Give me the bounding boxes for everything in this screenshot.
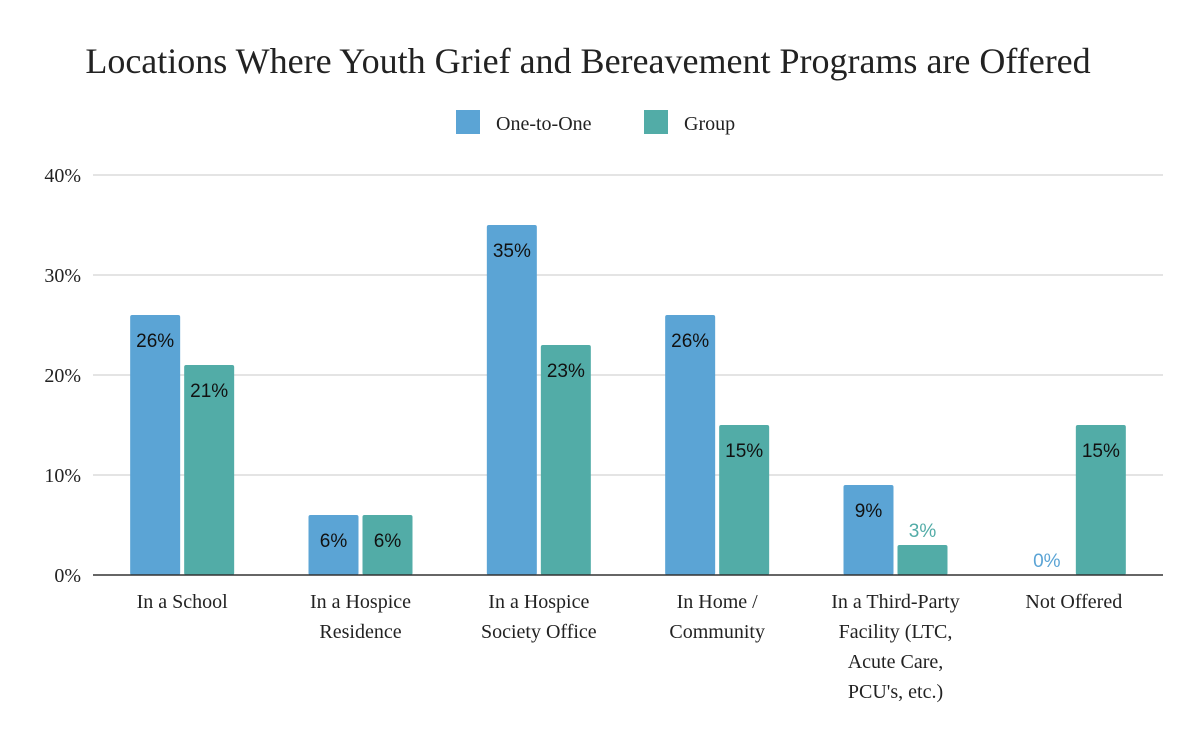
y-tick-label-2: 20%: [44, 365, 81, 387]
bar-0-3: [665, 315, 716, 575]
data-label-1-4: 3%: [909, 521, 937, 542]
data-labels: 26% 21% 6% 6% 35% 23% 26% 15% 9% 3% 0% 15%: [136, 241, 1120, 572]
bar-1-0: [184, 365, 235, 575]
x-tick-label-4-2: Acute Care,: [848, 651, 944, 673]
y-tick-label-0: 0%: [54, 565, 81, 587]
data-label-0-0: 26%: [136, 331, 174, 352]
x-tick-label-4-1: Facility (LTC,: [839, 621, 953, 643]
x-tick-label-4-0: In a Third-Party: [831, 591, 960, 613]
x-tick-label-1-1: Residence: [319, 621, 401, 643]
data-label-1-0: 21%: [190, 381, 228, 402]
bar-0-4: [843, 485, 894, 575]
bar-0-0: [130, 315, 181, 575]
x-tick-label-4-3: PCU's, etc.): [848, 681, 943, 703]
data-label-0-5: 0%: [1033, 551, 1061, 572]
data-label-1-3: 15%: [725, 441, 763, 462]
data-label-0-3: 26%: [671, 331, 709, 352]
x-tick-label-5-0: Not Offered: [1025, 591, 1122, 613]
data-label-0-1: 6%: [320, 531, 348, 552]
x-tick-label-1-0: In a Hospice: [310, 591, 411, 613]
legend-label-1: Group: [684, 113, 735, 135]
gridlines: [93, 174, 1163, 476]
bar-1-1: [362, 515, 413, 575]
legend: One-to-One Group: [456, 110, 735, 135]
y-tick-label-1: 10%: [44, 465, 81, 487]
data-label-1-5: 15%: [1082, 441, 1120, 462]
bar-0-1: [308, 515, 359, 575]
legend-label-0: One-to-One: [496, 113, 592, 135]
bar-1-5: [1075, 425, 1126, 575]
y-axis-tick-labels: 0% 10% 20% 30% 40%: [44, 165, 81, 587]
bars: [130, 225, 1126, 575]
data-label-0-2: 35%: [493, 241, 531, 262]
bar-1-2: [540, 345, 591, 575]
y-tick-label-4: 40%: [44, 165, 81, 187]
data-label-0-4: 9%: [855, 501, 883, 522]
y-tick-label-3: 30%: [44, 265, 81, 287]
data-label-1-1: 6%: [374, 531, 402, 552]
x-tick-label-2-0: In a Hospice: [488, 591, 589, 613]
chart-title: Locations Where Youth Grief and Bereavem…: [85, 41, 1090, 81]
x-tick-label-0-0: In a School: [137, 591, 229, 613]
legend-swatch-0: [456, 110, 480, 134]
bar-1-4: [897, 545, 948, 575]
data-label-1-2: 23%: [547, 361, 585, 382]
x-axis-tick-labels: In a School In a Hospice Residence In a Hos…: [137, 591, 1123, 703]
legend-swatch-1: [644, 110, 668, 134]
bar-0-2: [486, 225, 537, 575]
x-tick-label-2-1: Society Office: [481, 621, 597, 643]
x-tick-label-3-0: In Home /: [677, 591, 759, 613]
bar-1-3: [719, 425, 770, 575]
x-tick-label-3-1: Community: [669, 621, 765, 643]
